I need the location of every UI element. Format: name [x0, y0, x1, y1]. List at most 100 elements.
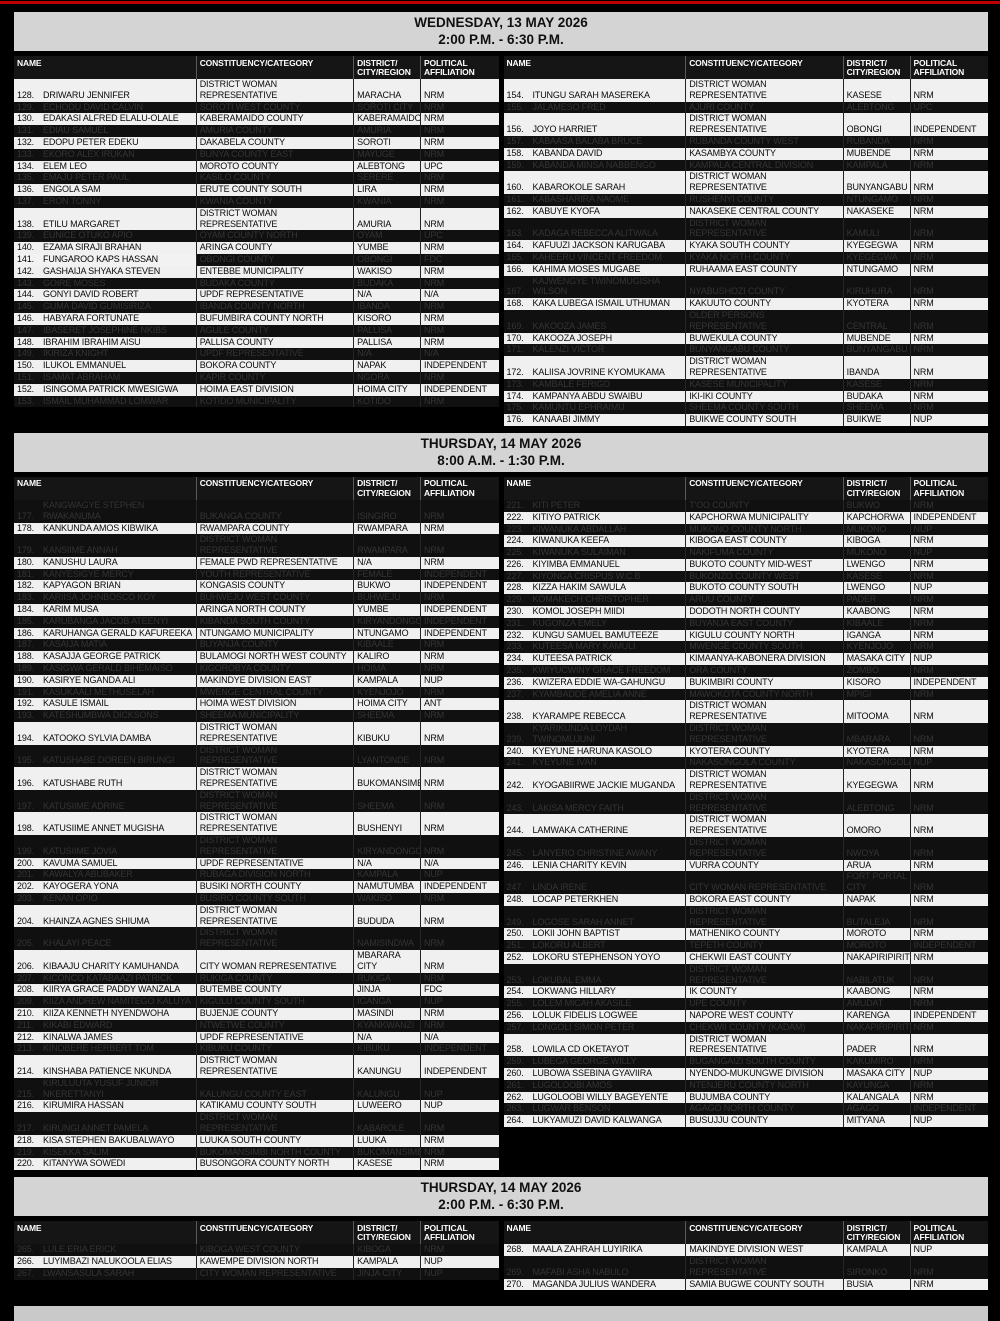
row-number: 235.: [506, 665, 524, 676]
cell-name: 141. FUNGAROO KAPS HASSAN: [14, 253, 196, 266]
candidate-name: KISEKKA SALIM: [43, 1146, 109, 1157]
cell-district: RUBANDA: [842, 135, 910, 148]
row-number: 178.: [17, 522, 34, 533]
candidate-name: EZAMA SIRAJI BRAHAN: [43, 242, 142, 253]
cell-district: KOTIDO: [353, 395, 420, 408]
cell-affiliation: NRM: [420, 242, 498, 254]
row-number: 191.: [17, 686, 34, 697]
table-header-row: NAME CONSTITUENCY/​CATEGORY DISTRICT/​CITY…: [503, 56, 988, 79]
table-row: 138. ETILU MARGARET DISTRICT WOMAN REPRESE…: [14, 207, 499, 231]
cell-district: RUKIGA: [353, 972, 420, 985]
cell-district: KIBOGA: [353, 1244, 420, 1256]
candidate-name: KABUYE KYOFA: [532, 205, 600, 216]
cell-affiliation: NRM: [909, 606, 988, 618]
table-row: 169. KAKOOZA JAMES OLDER PERSONS REPRESENT…: [503, 309, 988, 333]
cell-district: MITYANA: [842, 1115, 910, 1127]
table-row: 256. LOLUK FIDELIS LOGWEE NAPORE WEST COUN…: [503, 1009, 988, 1022]
cell-constituency: HOIMA WEST DIVISION: [195, 698, 353, 711]
table-row: 139. EUNICE OTUKO APIO OYAM COUNTY NORTH OY…: [14, 230, 499, 243]
cell-constituency: KASILO COUNTY: [195, 172, 353, 185]
cell-affiliation: NRM: [909, 951, 988, 964]
column-header-district: DISTRICT/​CITY/​REGION: [353, 1221, 420, 1245]
cell-district: LUUKA: [353, 1134, 420, 1147]
cell-name: 206. KIBAAJU CHARITY KAMUHANDA: [14, 950, 196, 973]
cell-name: 132. EDOPU PETER EDEKU: [14, 137, 196, 149]
row-number: 174.: [506, 390, 524, 401]
cell-name: 179. KANSIIME ANNAH: [14, 534, 196, 557]
candidate-name: KITIYO PATRICK: [532, 511, 601, 522]
cell-district: KAMPALA: [353, 674, 420, 687]
cell-name: 220. KITANYWA SOWEDI: [14, 1158, 196, 1170]
cell-district: KWANIA: [353, 195, 420, 208]
row-number: 190.: [17, 674, 34, 685]
cell-affiliation: NRM: [420, 789, 498, 813]
candidate-name: MAGANDA JULIUS WANDERA: [532, 1278, 657, 1289]
table-row: 204. KHAINZA AGNES SHIUMA DISTRICT WOMAN R…: [14, 904, 499, 928]
cell-affiliation: NRM: [420, 972, 498, 985]
row-number: 233.: [506, 641, 524, 652]
cell-district: LWENGO: [842, 558, 910, 571]
cell-constituency: RUSHENYI COUNTY: [685, 193, 842, 206]
candidate-name: KIYIMBA EMMANUEL: [532, 558, 620, 569]
cell-affiliation: NUP: [909, 1067, 988, 1080]
cell-constituency: DAKABELA COUNTY: [195, 136, 353, 149]
session-3-tables: NAME CONSTITUENCY/​CATEGORY DISTRICT/​CITY…: [14, 1221, 988, 1291]
row-number: 249.: [506, 916, 524, 927]
candidates-table-left: NAME CONSTITUENCY/​CATEGORY DISTRICT/​CITY…: [14, 56, 499, 408]
cell-affiliation: NRM: [909, 499, 988, 512]
cell-name: 212. KINALWA JAMES: [14, 1032, 196, 1044]
candidate-name: KABASHARIRA NAOME: [532, 193, 630, 204]
cell-district: OYAM: [353, 230, 420, 243]
cell-name: 229. KOMAKECH CHRISTOPHER: [504, 594, 686, 606]
cell-constituency: OBONGI COUNTY: [195, 253, 353, 266]
cell-affiliation: N/A: [420, 289, 498, 302]
row-number: 221.: [506, 499, 524, 510]
candidate-name: KIWANUKA KEEFA: [532, 535, 610, 546]
cell-name: 150. ILUKOL EMMANUEL: [14, 360, 196, 372]
cell-constituency: KIMAANYA-KABONERA DIVISION: [685, 653, 842, 666]
cell-name: 215. KIRULUUTA YUSUF JUNIOR NKERETTANYI: [14, 1078, 196, 1101]
cell-constituency: KAPIR COUNTY: [195, 371, 353, 384]
row-number: 130.: [17, 113, 34, 124]
cell-name: 207. KICONCO KATABAAZI PATRICK: [14, 973, 196, 985]
cell-constituency: ORA COUNTY: [685, 665, 842, 677]
cell-name: 232. KUNGU SAMUEL BAMUTEEZE: [504, 630, 686, 642]
cell-affiliation: NRM: [420, 949, 498, 973]
cell-name: 149. IKIRIZA KNIGHT: [14, 348, 196, 360]
cell-name: 159. KABANDA MINSA NABBENGO: [504, 160, 686, 172]
cell-constituency: ARUU COUNTY: [685, 594, 842, 607]
row-number: 153.: [17, 395, 34, 406]
candidate-name: KIWANUKA SULAIMAN: [532, 547, 626, 558]
cell-district: HOIMA CITY: [353, 698, 420, 711]
row-number: 148.: [17, 336, 34, 347]
cell-constituency: BUKANGA COUNTY: [195, 499, 353, 523]
cell-constituency: NYABUSHOZI COUNTY: [685, 275, 842, 299]
cell-constituency: AMURIA COUNTY: [195, 125, 353, 137]
cell-constituency: KAMPALA CENTRAL DIVISION: [685, 159, 842, 172]
cell-district: AMUDAT: [842, 998, 910, 1010]
cell-constituency: SOROTI WEST COUNTY: [195, 101, 353, 114]
candidate-name: KIWANUKA ABDALLAH: [532, 523, 627, 534]
row-number: 229.: [506, 594, 524, 605]
cell-affiliation: NUP: [420, 1255, 498, 1268]
cell-constituency: MWENGE CENTRAL COUNTY: [195, 686, 353, 699]
candidate-name: KOMOL JOSEPH MIIDI: [532, 606, 625, 617]
row-number: 139.: [17, 230, 34, 241]
cell-affiliation: NRM: [909, 159, 988, 172]
cell-name: 177. KANGWAGYE STEPHEN RWAKANUMA: [14, 500, 196, 523]
cell-district: BUDAKA: [842, 390, 910, 403]
table-row: 148. IBRAHIM IBRAHIM AISU PALLISA COUNTY PA…: [14, 336, 499, 349]
cell-name: 143. GOIRE MOSES: [14, 278, 196, 290]
cell-name: 130. EDAKASI ALFRED ELALU-OLALE: [14, 113, 196, 125]
cell-district: KABERAMAIDO: [353, 113, 420, 126]
cell-constituency: ARINGA NORTH COUNTY: [195, 604, 353, 616]
cell-district: KASESE: [842, 378, 910, 391]
cell-affiliation: NRM: [420, 395, 498, 408]
candidate-name: LAKISA MERCY FAITH: [532, 802, 624, 813]
cell-constituency: BUDAKA COUNTY: [195, 277, 353, 290]
cell-district: NAKASONGOLA: [842, 757, 910, 770]
row-number: 243.: [506, 802, 524, 813]
cell-constituency: VURRA COUNTY: [685, 859, 842, 872]
cell-district: MASINDI: [353, 1007, 420, 1020]
cell-district: PADER: [842, 594, 910, 607]
